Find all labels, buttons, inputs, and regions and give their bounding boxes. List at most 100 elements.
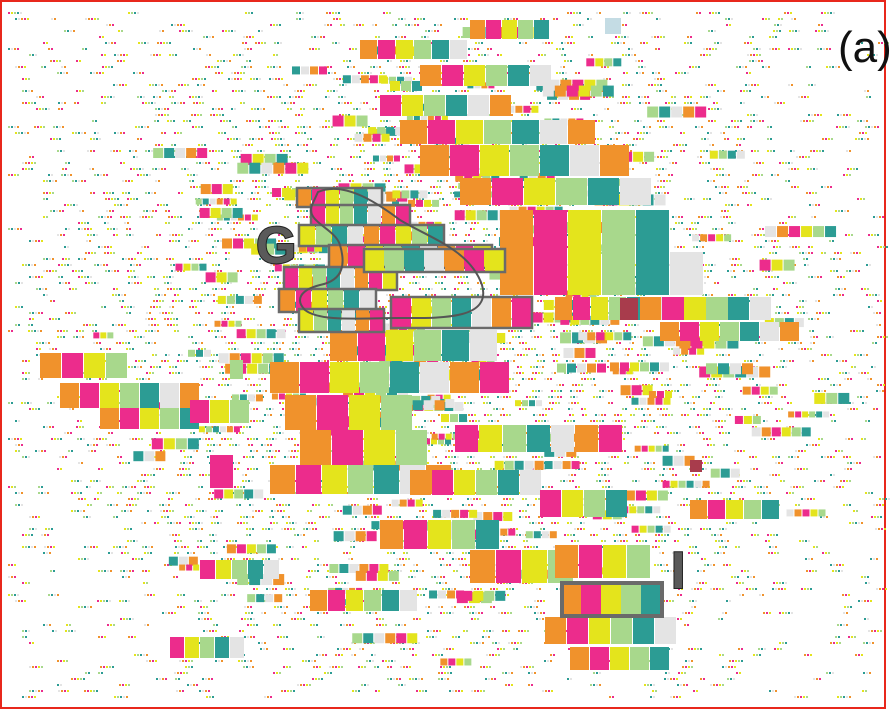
tiny-glyph-cell [530, 108, 532, 110]
tiny-glyph-cell [750, 126, 752, 128]
tiny-glyph-cell [788, 168, 790, 170]
tiny-glyph-cell [74, 102, 76, 104]
tiny-glyph-cell [823, 48, 825, 50]
tiny-glyph-cell [707, 270, 709, 272]
tiny-glyph-cell [232, 126, 234, 128]
tiny-glyph-cell [775, 252, 777, 254]
tiny-glyph-cell [335, 12, 337, 14]
tiny-glyph-cell [540, 300, 542, 302]
tiny-glyph-cell [606, 78, 608, 80]
tiny-glyph-cell [103, 192, 105, 194]
tiny-glyph-cell [684, 42, 686, 44]
tiny-glyph-cell [48, 48, 50, 50]
tiny-glyph-cell [398, 18, 400, 20]
tiny-glyph-cell [156, 306, 158, 308]
tiny-glyph-cell [218, 72, 220, 74]
tiny-glyph-cell [175, 240, 177, 242]
tiny-glyph-cell [256, 294, 258, 296]
tiny-glyph-cell [705, 264, 707, 266]
tiny-glyph-cell [721, 228, 723, 230]
tiny-glyph-cell [603, 78, 605, 80]
tiny-glyph-cell [716, 174, 718, 176]
tiny-glyph-cell [642, 12, 644, 14]
tiny-glyph-cell [628, 324, 630, 326]
tiny-glyph-cell [43, 270, 45, 272]
tiny-glyph-cell [145, 318, 147, 320]
tiny-glyph-cell [119, 300, 121, 302]
tiny-glyph-cell [399, 288, 401, 290]
tiny-glyph-cell [828, 138, 830, 140]
tiny-glyph-cell [219, 114, 221, 116]
tiny-glyph-cell [201, 294, 203, 296]
tiny-glyph-cell [259, 258, 261, 260]
tiny-glyph-cell [734, 222, 736, 224]
tiny-glyph-cell [322, 108, 324, 110]
tiny-glyph-cell [658, 174, 660, 176]
tiny-glyph-cell [304, 132, 306, 134]
tiny-glyph-cell [73, 204, 75, 206]
tiny-glyph-cell [204, 294, 206, 296]
tiny-glyph-cell [687, 72, 689, 74]
tiny-glyph-cell [399, 66, 401, 68]
tiny-glyph-cell [358, 72, 360, 74]
tiny-glyph-cell [144, 246, 146, 248]
tiny-glyph-cell [73, 336, 75, 338]
tiny-glyph-cell [422, 288, 424, 290]
tiny-glyph-cell [153, 54, 155, 56]
tiny-glyph-cell [365, 126, 367, 128]
tiny-glyph-cell [809, 66, 811, 68]
tiny-glyph-cell [712, 48, 714, 50]
tiny-glyph-cell [137, 174, 139, 176]
tiny-glyph-cell [175, 234, 177, 236]
tiny-glyph-cell [215, 264, 217, 266]
tiny-glyph-cell [660, 180, 662, 182]
tiny-glyph-cell [216, 300, 218, 302]
tiny-glyph-cell [711, 120, 713, 122]
tiny-glyph-cell [415, 174, 417, 176]
tiny-glyph-cell [151, 192, 153, 194]
tiny-glyph-cell [571, 36, 573, 38]
tiny-glyph-cell [409, 90, 411, 92]
tiny-glyph-cell [450, 192, 452, 194]
tiny-glyph-cell [534, 90, 536, 92]
tiny-glyph-cell [274, 138, 276, 140]
tiny-glyph-cell [654, 156, 656, 158]
tiny-glyph-cell [198, 258, 200, 260]
tiny-glyph-cell [706, 96, 708, 98]
tiny-glyph-cell [394, 138, 396, 140]
tiny-glyph-cell [299, 12, 301, 14]
tiny-glyph-cell [251, 342, 253, 344]
tiny-glyph-cell [413, 198, 415, 200]
tiny-glyph-cell [70, 204, 72, 206]
tiny-glyph-cell [130, 168, 132, 170]
tiny-glyph-cell [316, 162, 318, 164]
tiny-glyph-cell [869, 264, 871, 266]
tiny-glyph-cell [809, 120, 811, 122]
tiny-glyph-cell [461, 36, 463, 38]
tiny-glyph-cell [91, 282, 93, 284]
tiny-glyph-cell [360, 102, 362, 104]
tiny-glyph-cell [152, 84, 154, 86]
tiny-glyph-cell [656, 18, 658, 20]
tiny-glyph-cell [643, 42, 645, 44]
tiny-glyph-cell [711, 84, 713, 86]
tiny-glyph-cell [62, 126, 64, 128]
tiny-glyph-cell [256, 198, 258, 200]
tiny-glyph-cell [780, 102, 782, 104]
tiny-glyph-cell [657, 36, 659, 38]
tiny-glyph-cell [794, 216, 796, 218]
tiny-glyph-cell [224, 336, 226, 338]
tiny-glyph-cell [244, 48, 246, 50]
tiny-glyph-cell [610, 138, 612, 140]
tiny-glyph-cell [486, 288, 488, 290]
tiny-glyph-cell [42, 342, 44, 344]
tiny-glyph-cell [286, 150, 288, 152]
tiny-glyph-cell [636, 72, 638, 74]
tiny-glyph-cell [833, 294, 835, 296]
tiny-glyph-cell [95, 330, 97, 332]
tiny-glyph-cell [191, 228, 193, 230]
tiny-glyph-cell [464, 240, 466, 242]
tiny-glyph-cell [811, 84, 813, 86]
tiny-glyph-cell [714, 120, 716, 122]
tiny-glyph-cell [114, 54, 116, 56]
